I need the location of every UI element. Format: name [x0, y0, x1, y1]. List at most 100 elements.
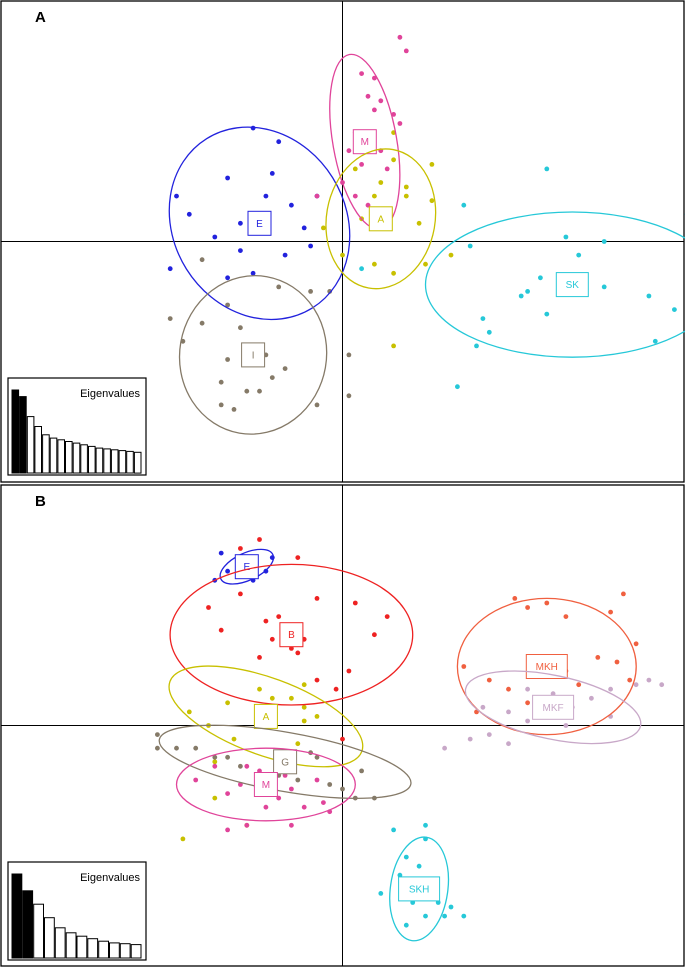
- point-mkf: [486, 732, 492, 737]
- point-mkf: [646, 677, 652, 683]
- point-e: [225, 568, 231, 574]
- point-skh: [397, 872, 403, 878]
- ellipse-skh: [389, 836, 450, 942]
- point-i: [257, 388, 262, 394]
- point-g: [238, 763, 243, 769]
- point-g: [295, 777, 301, 783]
- label-box-skh: [398, 876, 441, 902]
- point-e: [276, 139, 282, 145]
- point-a: [301, 718, 307, 724]
- point-sk: [518, 293, 524, 299]
- eigenvalue-bar: [57, 439, 66, 474]
- point-m: [289, 786, 294, 792]
- eigenvalues-inset: Eigenvalues: [7, 861, 147, 961]
- group-label-m: M: [361, 137, 369, 148]
- point-mkh: [512, 596, 518, 601]
- ellipse-i: [178, 275, 328, 435]
- point-i: [282, 366, 288, 371]
- point-sk: [544, 166, 550, 172]
- point-mkh: [525, 700, 530, 706]
- group-label-m: M: [262, 780, 270, 791]
- ellipse-a: [325, 148, 437, 290]
- group-label-a: A: [263, 712, 270, 723]
- group-label-g: G: [281, 757, 289, 768]
- point-m: [244, 763, 250, 769]
- point-i: [346, 352, 352, 358]
- point-b: [257, 537, 262, 542]
- point-m: [359, 71, 364, 76]
- point-skh: [423, 913, 428, 919]
- point-sk: [359, 266, 364, 272]
- point-a: [314, 714, 320, 719]
- point-mkf: [563, 723, 569, 728]
- point-i: [346, 393, 352, 399]
- point-mkh: [627, 677, 633, 683]
- point-skh: [423, 822, 428, 828]
- point-i: [276, 284, 282, 290]
- eigenvalue-bar: [65, 441, 73, 474]
- group-skh-points: [378, 822, 467, 928]
- label-box-g: [273, 749, 298, 775]
- ellipse-mkf: [464, 670, 642, 745]
- point-g: [359, 768, 364, 774]
- point-sk: [525, 289, 530, 294]
- point-mkf: [467, 736, 473, 742]
- group-label-b: B: [288, 630, 295, 641]
- point-a: [289, 695, 294, 701]
- eigenvalues-label: Eigenvalues: [80, 388, 140, 400]
- eigenvalue-bar: [118, 450, 127, 474]
- point-a: [301, 704, 307, 710]
- point-b: [257, 655, 262, 660]
- point-mkf: [442, 745, 447, 751]
- ellipse-e: [168, 126, 351, 321]
- point-skh: [442, 913, 447, 919]
- group-mkf-points: [442, 677, 665, 751]
- ellipse-mkh: [456, 597, 637, 736]
- eigenvalue-bar: [126, 450, 134, 474]
- point-mkf: [589, 695, 594, 701]
- point-m: [372, 107, 377, 113]
- point-b: [352, 600, 358, 606]
- point-i: [269, 375, 275, 380]
- point-a: [225, 700, 231, 706]
- point-m: [244, 822, 250, 828]
- point-b: [372, 632, 377, 638]
- label-box-m: [253, 772, 278, 797]
- point-mkf: [506, 709, 511, 715]
- point-e: [282, 252, 288, 258]
- point-a: [212, 795, 218, 801]
- group-a-points: [321, 130, 454, 349]
- group-sk-points: [359, 166, 685, 390]
- point-m: [384, 166, 390, 172]
- point-skh: [416, 863, 422, 869]
- point-b: [263, 618, 269, 624]
- point-mkf: [480, 704, 486, 710]
- point-g: [225, 754, 231, 760]
- group-label-i: I: [252, 350, 255, 361]
- point-mkf: [525, 718, 530, 724]
- point-e: [301, 225, 307, 231]
- eigenvalue-bar: [95, 447, 104, 474]
- point-skh: [448, 904, 454, 910]
- point-sk: [672, 307, 677, 312]
- point-g: [212, 754, 218, 760]
- point-m: [397, 121, 403, 126]
- point-e: [269, 171, 275, 176]
- point-mkf: [525, 686, 530, 692]
- point-b: [238, 591, 243, 597]
- point-m: [359, 162, 364, 167]
- point-b: [314, 677, 320, 683]
- point-a: [180, 836, 186, 842]
- point-m: [352, 193, 358, 199]
- point-b: [340, 736, 345, 742]
- point-a: [378, 180, 384, 185]
- point-e: [250, 125, 256, 131]
- point-sk: [538, 275, 543, 281]
- point-m: [225, 827, 231, 833]
- label-box-mkh: [525, 654, 568, 679]
- point-sk: [652, 338, 658, 344]
- point-e: [308, 243, 313, 249]
- point-m: [212, 763, 218, 769]
- eigenvalues-inset: Eigenvalues: [7, 377, 147, 476]
- point-b: [384, 614, 390, 619]
